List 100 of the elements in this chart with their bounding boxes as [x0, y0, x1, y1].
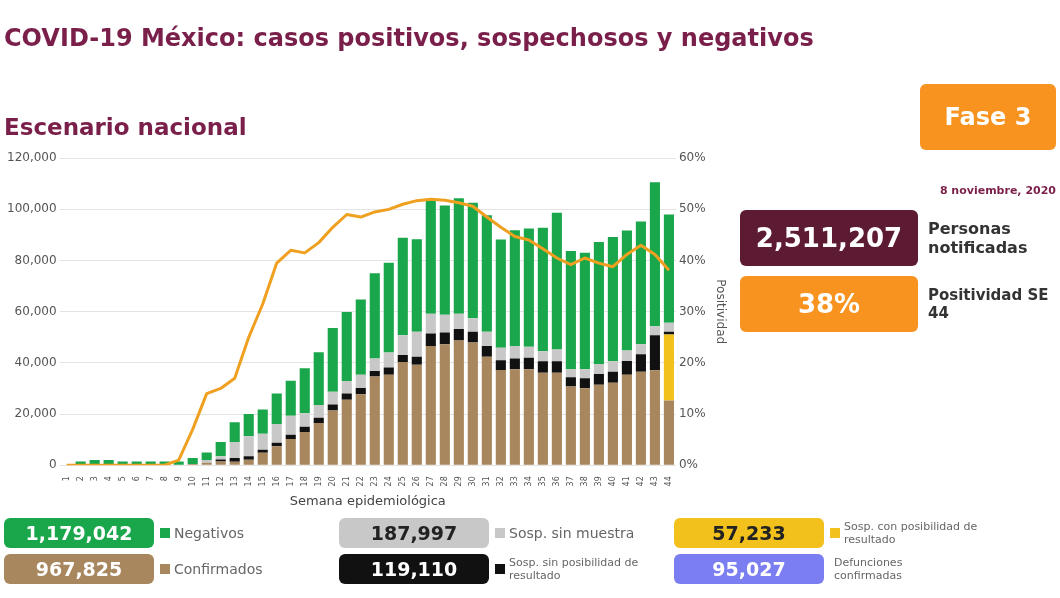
- bar: [621, 350, 632, 362]
- bar: [551, 349, 562, 362]
- bar: [215, 441, 226, 457]
- y-tick-label: 0: [48, 457, 57, 472]
- x-tick-label: 3: [89, 476, 99, 482]
- x-tick-label: 42: [635, 476, 645, 487]
- x-tick-label: 20: [327, 476, 337, 487]
- bar: [593, 373, 604, 385]
- bar: [243, 459, 254, 465]
- x-tick-label: 32: [495, 476, 505, 487]
- legend-label: Confirmados: [174, 561, 264, 577]
- bar: [565, 251, 576, 370]
- bar: [397, 237, 408, 336]
- bar: [397, 354, 408, 363]
- bar: [411, 239, 422, 332]
- bar: [257, 433, 268, 450]
- bar: [327, 410, 338, 465]
- chart-subtitle: Escenario nacional: [4, 114, 247, 140]
- text: 38%: [797, 289, 861, 319]
- bar: [649, 370, 660, 465]
- text: 1,179,042: [24, 522, 134, 544]
- bar: [271, 446, 282, 465]
- bar: [579, 388, 590, 465]
- bar: [425, 333, 436, 346]
- bar: [565, 377, 576, 387]
- bar: [523, 369, 534, 465]
- bar: [257, 409, 268, 434]
- bar: [299, 431, 310, 465]
- x-tick-label: 40: [607, 476, 617, 487]
- bar: [635, 354, 646, 372]
- bar: [425, 200, 436, 314]
- bar: [341, 393, 352, 400]
- bar: [481, 345, 492, 357]
- x-tick-label: 21: [341, 476, 351, 487]
- x-tick-label: 8: [159, 476, 169, 482]
- bar: [663, 214, 674, 323]
- bar: [495, 370, 506, 465]
- y2-tick-label: 0%: [678, 457, 698, 472]
- bar: [355, 394, 366, 465]
- bar: [663, 400, 674, 465]
- bar: [299, 413, 310, 427]
- bar: [537, 351, 548, 362]
- bar: [453, 198, 464, 314]
- bar: [411, 331, 422, 357]
- bar: [509, 358, 520, 370]
- x-tick-label: 18: [299, 476, 309, 487]
- x-tick-label: 22: [355, 476, 365, 487]
- x-tick-label: 34: [523, 476, 533, 487]
- y2-tick-label: 40%: [678, 252, 706, 267]
- bar: [509, 369, 520, 465]
- bar: [523, 357, 534, 370]
- bar: [607, 371, 618, 383]
- bar: [327, 391, 338, 405]
- bar: [551, 361, 562, 373]
- x-tick-label: 2: [75, 476, 85, 482]
- bar: [467, 331, 478, 343]
- x-tick-label: 33: [509, 476, 519, 487]
- bar: [243, 436, 254, 457]
- bar: [439, 332, 450, 345]
- bar: [285, 434, 296, 440]
- x-tick-label: 11: [201, 476, 211, 487]
- bar: [635, 221, 646, 345]
- x-tick-label: 23: [369, 476, 379, 487]
- y-tick-label: 40,000: [14, 355, 57, 370]
- bar: [425, 313, 436, 334]
- bar: [621, 361, 632, 375]
- text: 95,027: [712, 558, 786, 580]
- legend-label: Sosp. sin muestra: [509, 525, 636, 541]
- text: 187,997: [369, 522, 459, 544]
- bar: [299, 368, 310, 414]
- text: 967,825: [34, 558, 124, 580]
- bar: [229, 441, 240, 459]
- bar: [285, 415, 296, 435]
- legend-label: Sosp. sin posibilidad de resultado: [509, 556, 640, 582]
- x-axis-title: Semana epidemiológica: [289, 492, 446, 508]
- bar: [257, 449, 268, 453]
- x-tick-label: 28: [439, 476, 449, 487]
- bar: [369, 273, 380, 359]
- bar: [565, 369, 576, 378]
- x-tick-label: 15: [257, 476, 267, 487]
- text: Positividad SE 44: [928, 286, 1050, 322]
- bar: [243, 414, 254, 437]
- bar: [467, 318, 478, 332]
- y-tick-label: 120,000: [7, 150, 57, 165]
- bar: [313, 423, 324, 465]
- x-tick-label: 36: [551, 476, 561, 487]
- bar: [453, 340, 464, 465]
- bar: [551, 212, 562, 350]
- bar: [621, 374, 632, 465]
- legend-label: Negativos: [174, 525, 246, 541]
- bar: [271, 424, 282, 443]
- bar: [453, 313, 464, 330]
- bar: [299, 426, 310, 432]
- bar: [579, 252, 590, 370]
- x-tick-label: 17: [285, 476, 295, 487]
- x-tick-label: 43: [650, 476, 659, 487]
- text: 57,233: [711, 522, 787, 544]
- bar: [537, 227, 548, 352]
- x-tick-label: 38: [579, 476, 589, 487]
- bar: [187, 458, 198, 464]
